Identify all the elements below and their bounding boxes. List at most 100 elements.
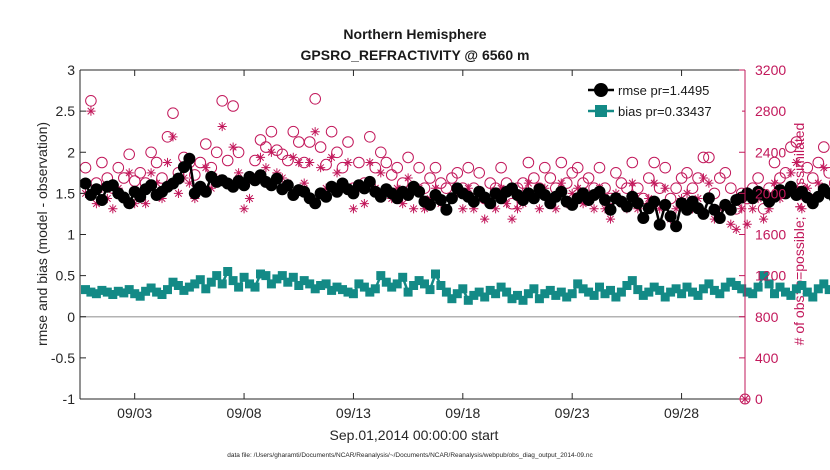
- bias-point: [458, 284, 468, 294]
- assimilated-point: [769, 178, 780, 188]
- bias-point: [474, 287, 484, 297]
- bias-point: [141, 286, 151, 296]
- assimilated-point: [316, 163, 326, 173]
- y-tick-label: -1: [63, 391, 76, 407]
- bias-point: [228, 276, 238, 286]
- rmse-point: [823, 187, 830, 200]
- bias-point: [698, 284, 708, 294]
- possible-point: [812, 156, 825, 169]
- bias-point: [130, 289, 140, 299]
- bias-point: [387, 282, 397, 292]
- possible-point: [632, 182, 644, 194]
- rmse-point: [555, 185, 568, 198]
- rmse-point: [145, 179, 158, 192]
- possible-point: [150, 156, 163, 169]
- assimilated-point: [627, 178, 637, 188]
- rmse-point: [79, 177, 92, 190]
- rmse-point: [123, 197, 136, 210]
- bias-point: [343, 287, 353, 297]
- possible-point: [112, 161, 125, 174]
- assimilated-point: [398, 199, 408, 209]
- bias-point: [332, 282, 342, 292]
- bias-point: [775, 282, 785, 292]
- possible-point: [265, 125, 278, 138]
- y-tick-label: -0.5: [51, 350, 75, 366]
- assimilated-point: [124, 168, 134, 178]
- bias-point: [436, 281, 446, 290]
- bias-point: [266, 279, 276, 289]
- possible-point: [429, 161, 442, 174]
- possible-point: [703, 151, 715, 164]
- bias-point: [715, 289, 725, 299]
- rmse-point: [713, 212, 726, 224]
- bias-point: [545, 285, 555, 295]
- bias-point: [370, 284, 380, 294]
- rmse-point: [424, 198, 436, 211]
- bias-point: [644, 287, 654, 297]
- assimilated-point: [108, 204, 118, 214]
- possible-point: [522, 156, 535, 169]
- possible-point: [670, 182, 682, 194]
- possible-point: [145, 146, 157, 159]
- assimilated-point: [655, 204, 665, 214]
- possible-point: [134, 167, 146, 179]
- assimilated-point: [682, 188, 692, 198]
- assimilated-point: [644, 193, 654, 204]
- assimilated-point: [305, 157, 315, 168]
- assimilated-point: [91, 199, 102, 209]
- assimilated-point: [469, 204, 479, 214]
- bias-point: [299, 276, 309, 286]
- bias-point: [660, 292, 670, 302]
- bias-point: [595, 282, 604, 292]
- assimilated-point: [556, 178, 566, 188]
- bias-point: [682, 282, 692, 292]
- bias-point: [173, 281, 183, 290]
- possible-point: [659, 161, 672, 174]
- bias-point: [441, 287, 451, 297]
- assimilated-point: [737, 204, 747, 214]
- bias-point: [425, 285, 435, 295]
- assimilated-point: [578, 199, 588, 209]
- assimilated-point: [332, 168, 342, 178]
- possible-point: [189, 169, 201, 181]
- bias-point: [184, 282, 194, 292]
- possible-point: [752, 172, 764, 184]
- bias-point: [409, 281, 419, 290]
- assimilated-point: [649, 178, 659, 188]
- rmse-point: [484, 197, 497, 210]
- bias-point: [179, 285, 189, 295]
- bias-point: [704, 279, 714, 289]
- rmse-point: [413, 185, 426, 198]
- bias-point: [223, 267, 233, 276]
- possible-point: [582, 172, 595, 184]
- assimilated-point: [288, 152, 298, 162]
- assimilated-point: [430, 183, 441, 193]
- assimilated-point: [693, 193, 703, 204]
- bias-point: [677, 289, 687, 299]
- possible-point: [391, 161, 404, 174]
- rmse-point: [199, 185, 212, 198]
- y2-origin-marker: [739, 393, 751, 405]
- bias-point: [420, 279, 429, 289]
- assimilated-point: [813, 178, 823, 188]
- possible-point: [648, 156, 661, 169]
- bias-point: [770, 289, 779, 299]
- possible-point: [123, 148, 135, 161]
- rmse-point: [620, 200, 633, 213]
- bias-point: [338, 285, 347, 295]
- bias-point: [742, 287, 752, 297]
- assimilated-point: [201, 163, 211, 173]
- rmse-point: [670, 220, 683, 233]
- rmse-point: [281, 179, 294, 192]
- assimilated-point: [764, 204, 774, 214]
- rmse-point: [637, 212, 650, 224]
- bias-point: [797, 281, 807, 290]
- assimilated-point: [573, 183, 583, 193]
- bias-point: [288, 272, 298, 282]
- bias-point: [616, 287, 626, 297]
- assimilated-point: [392, 183, 402, 193]
- rmse-point: [724, 203, 737, 216]
- rmse-point: [95, 194, 108, 206]
- bias-point: [709, 285, 719, 295]
- bias-point: [168, 277, 178, 287]
